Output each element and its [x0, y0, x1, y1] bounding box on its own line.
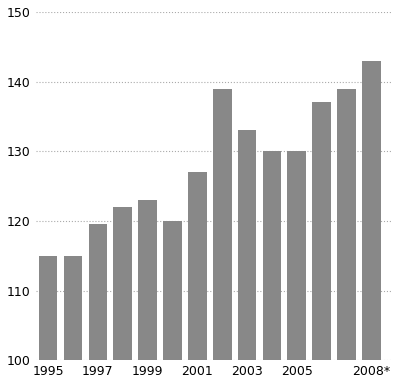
Bar [64, 256, 82, 385]
Bar [288, 151, 306, 385]
Bar [138, 200, 157, 385]
Bar [188, 172, 207, 385]
Bar [337, 89, 356, 385]
Bar [213, 89, 232, 385]
Bar [163, 221, 182, 385]
Bar [263, 151, 281, 385]
Bar [312, 102, 331, 385]
Bar [114, 207, 132, 385]
Bar [238, 131, 256, 385]
Bar [88, 224, 107, 385]
Bar [39, 256, 58, 385]
Bar [362, 61, 381, 385]
